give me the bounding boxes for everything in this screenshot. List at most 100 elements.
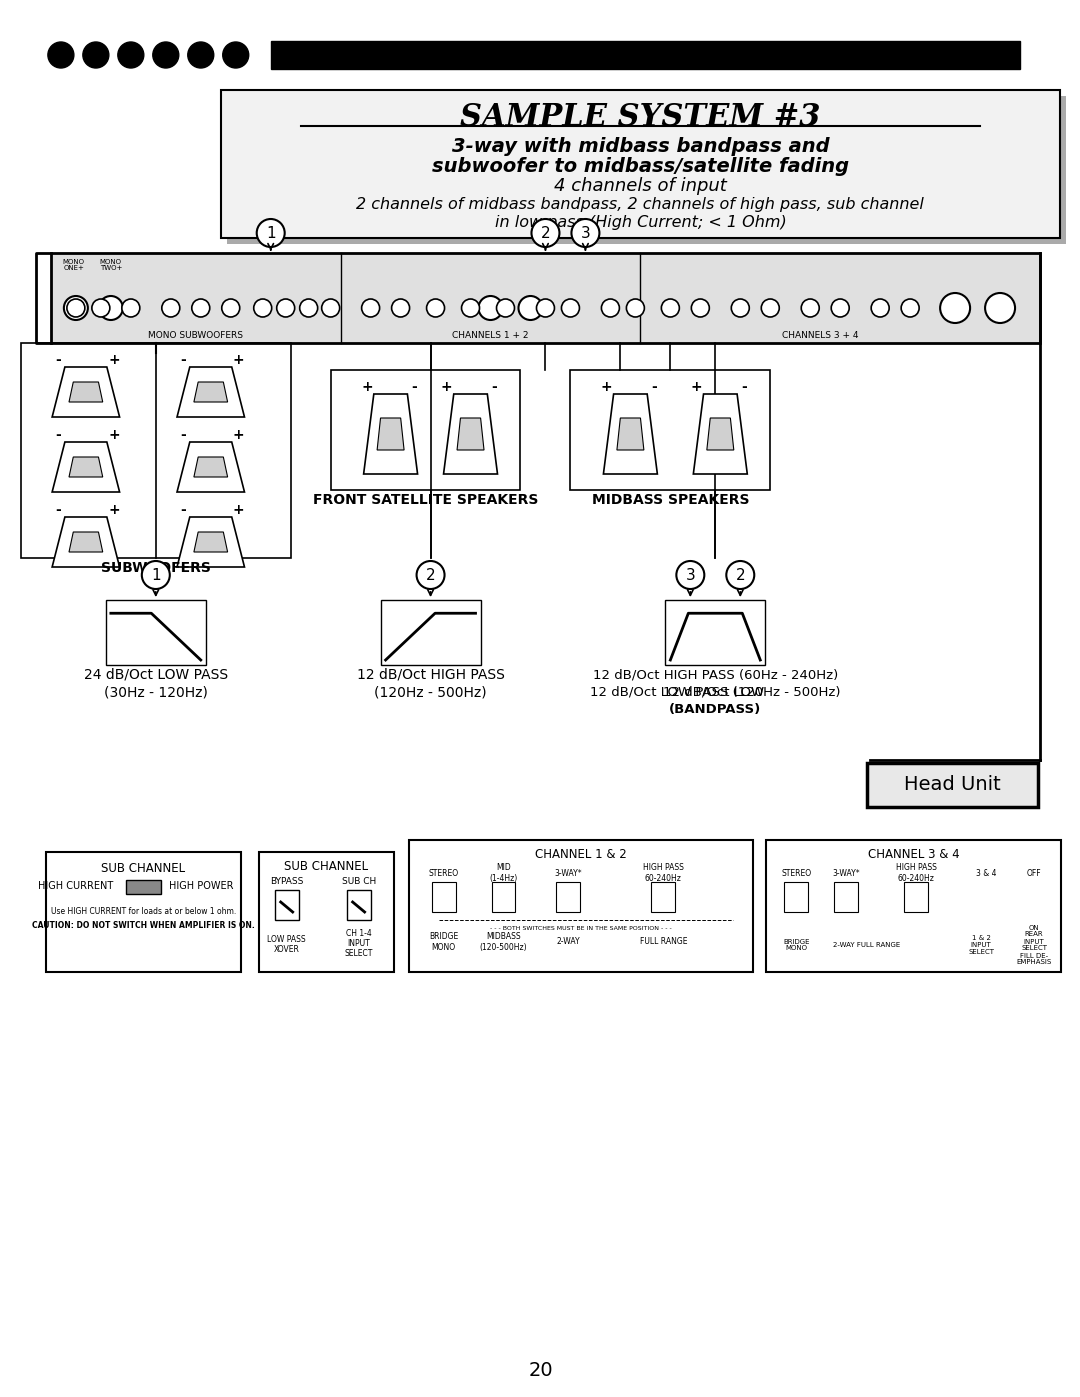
FancyBboxPatch shape bbox=[767, 840, 1061, 972]
Text: 2 channels of midbass bandpass, 2 channels of high pass, sub channel: 2 channels of midbass bandpass, 2 channe… bbox=[356, 197, 924, 211]
Circle shape bbox=[141, 562, 170, 590]
FancyBboxPatch shape bbox=[651, 882, 675, 912]
Circle shape bbox=[188, 42, 214, 68]
FancyBboxPatch shape bbox=[432, 882, 456, 912]
Polygon shape bbox=[194, 532, 228, 552]
Circle shape bbox=[872, 299, 889, 317]
FancyBboxPatch shape bbox=[51, 253, 1040, 344]
Text: SAMPLE SYSTEM #3: SAMPLE SYSTEM #3 bbox=[460, 102, 821, 134]
Text: (120Hz - 500Hz): (120Hz - 500Hz) bbox=[375, 685, 487, 698]
Circle shape bbox=[691, 299, 710, 317]
Text: (30Hz - 120Hz): (30Hz - 120Hz) bbox=[104, 685, 207, 698]
Text: 12 dB/Oct HIGH PASS (60Hz - 240Hz): 12 dB/Oct HIGH PASS (60Hz - 240Hz) bbox=[593, 669, 838, 682]
FancyBboxPatch shape bbox=[227, 96, 1066, 244]
Text: 3: 3 bbox=[686, 567, 696, 583]
Circle shape bbox=[118, 42, 144, 68]
Text: +: + bbox=[600, 380, 612, 394]
FancyBboxPatch shape bbox=[408, 840, 753, 972]
Text: 3 & 4: 3 & 4 bbox=[976, 869, 997, 877]
Text: HIGH PASS
60-240Hz: HIGH PASS 60-240Hz bbox=[895, 863, 936, 883]
Polygon shape bbox=[52, 517, 120, 567]
FancyBboxPatch shape bbox=[126, 880, 161, 894]
Text: 3-WAY*: 3-WAY* bbox=[555, 869, 582, 877]
FancyBboxPatch shape bbox=[904, 882, 928, 912]
FancyBboxPatch shape bbox=[784, 882, 808, 912]
Circle shape bbox=[727, 562, 754, 590]
Text: Head Unit: Head Unit bbox=[904, 775, 1001, 795]
Polygon shape bbox=[457, 418, 484, 450]
Polygon shape bbox=[604, 394, 658, 474]
Text: -: - bbox=[741, 380, 747, 394]
Text: MIDBASS SPEAKERS: MIDBASS SPEAKERS bbox=[592, 493, 750, 507]
Circle shape bbox=[122, 299, 139, 317]
Polygon shape bbox=[69, 457, 103, 476]
Text: XOVER: XOVER bbox=[273, 946, 299, 954]
Text: 2-WAY FULL RANGE: 2-WAY FULL RANGE bbox=[833, 942, 900, 949]
Text: 12 dB/Oct LOW PASS (120Hz - 500Hz): 12 dB/Oct LOW PASS (120Hz - 500Hz) bbox=[590, 686, 840, 698]
Polygon shape bbox=[52, 441, 120, 492]
Polygon shape bbox=[194, 457, 228, 476]
Text: 1: 1 bbox=[151, 567, 161, 583]
FancyBboxPatch shape bbox=[556, 882, 580, 912]
Text: +: + bbox=[108, 427, 120, 441]
FancyBboxPatch shape bbox=[259, 852, 393, 972]
Circle shape bbox=[571, 219, 599, 247]
Circle shape bbox=[222, 42, 248, 68]
Text: +: + bbox=[233, 353, 244, 367]
Text: -: - bbox=[180, 427, 186, 441]
Text: in low pass (High Current; < 1 Ohm): in low pass (High Current; < 1 Ohm) bbox=[495, 215, 786, 229]
Circle shape bbox=[901, 299, 919, 317]
Circle shape bbox=[761, 299, 780, 317]
Text: +: + bbox=[233, 427, 244, 441]
Text: 2: 2 bbox=[541, 225, 551, 240]
Text: CHANNELS 3 + 4: CHANNELS 3 + 4 bbox=[782, 331, 859, 339]
Text: +: + bbox=[441, 380, 453, 394]
Text: STEREO: STEREO bbox=[429, 869, 459, 877]
Text: -: - bbox=[55, 353, 60, 367]
Polygon shape bbox=[194, 381, 228, 402]
Circle shape bbox=[192, 299, 210, 317]
Circle shape bbox=[478, 296, 502, 320]
Circle shape bbox=[152, 42, 179, 68]
Circle shape bbox=[257, 219, 285, 247]
Text: BYPASS: BYPASS bbox=[270, 877, 303, 887]
Polygon shape bbox=[364, 394, 418, 474]
Circle shape bbox=[985, 293, 1015, 323]
Circle shape bbox=[626, 299, 645, 317]
Circle shape bbox=[731, 299, 750, 317]
Text: 2: 2 bbox=[426, 567, 435, 583]
Circle shape bbox=[832, 299, 849, 317]
Circle shape bbox=[83, 42, 109, 68]
Circle shape bbox=[276, 299, 295, 317]
Text: +: + bbox=[361, 380, 373, 394]
Text: 4 channels of input: 4 channels of input bbox=[554, 177, 727, 196]
Circle shape bbox=[417, 562, 445, 590]
Circle shape bbox=[362, 299, 379, 317]
Text: 20: 20 bbox=[528, 1361, 553, 1379]
Polygon shape bbox=[444, 394, 498, 474]
Text: CHANNELS 1 + 2: CHANNELS 1 + 2 bbox=[453, 331, 529, 339]
Text: 2-WAY: 2-WAY bbox=[556, 937, 580, 947]
Text: CHANNEL 1 & 2: CHANNEL 1 & 2 bbox=[535, 848, 626, 861]
Text: -: - bbox=[491, 380, 497, 394]
Text: SUB CHANNEL: SUB CHANNEL bbox=[102, 862, 186, 875]
Text: SUBWOOFERS: SUBWOOFERS bbox=[100, 562, 211, 576]
Text: 3-way with midbass bandpass and: 3-way with midbass bandpass and bbox=[451, 137, 829, 155]
Text: 12 dB/Oct HIGH PASS: 12 dB/Oct HIGH PASS bbox=[356, 668, 504, 682]
FancyBboxPatch shape bbox=[834, 882, 859, 912]
Text: 1 & 2
INPUT
SELECT: 1 & 2 INPUT SELECT bbox=[968, 935, 994, 956]
FancyBboxPatch shape bbox=[220, 89, 1059, 237]
Text: -: - bbox=[55, 427, 60, 441]
Text: 24 dB/Oct LOW PASS: 24 dB/Oct LOW PASS bbox=[84, 668, 228, 682]
Text: 2: 2 bbox=[735, 567, 745, 583]
Text: SUB CHANNEL: SUB CHANNEL bbox=[284, 859, 368, 873]
Text: STEREO: STEREO bbox=[781, 869, 811, 877]
Circle shape bbox=[99, 296, 123, 320]
Text: INPUT: INPUT bbox=[348, 940, 370, 949]
Polygon shape bbox=[69, 381, 103, 402]
Text: subwoofer to midbass/satellite fading: subwoofer to midbass/satellite fading bbox=[432, 156, 849, 176]
Text: -: - bbox=[55, 503, 60, 517]
Circle shape bbox=[940, 293, 970, 323]
Circle shape bbox=[602, 299, 620, 317]
Text: +: + bbox=[108, 353, 120, 367]
